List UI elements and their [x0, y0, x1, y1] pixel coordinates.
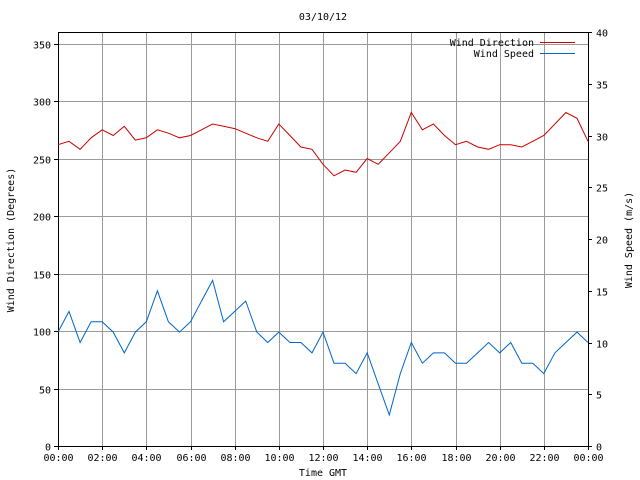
y-right-tick-label: 40	[596, 29, 608, 40]
x-tick-label: 14:00	[352, 453, 382, 464]
y-right-tick-label: 0	[596, 443, 602, 454]
x-tick-label: 18:00	[441, 453, 471, 464]
series-line-wind-speed	[57, 279, 589, 417]
x-tick-label: 00:00	[573, 453, 603, 464]
x-tick-label: 10:00	[264, 453, 294, 464]
y-axis-left: 0 50 100 150 200 250 300 350	[33, 41, 58, 454]
y-right-tick-label: 20	[596, 236, 608, 247]
chart-title: 03/10/12	[299, 12, 347, 23]
x-tick-label: 12:00	[308, 453, 338, 464]
legend-label-wind-speed: Wind Speed	[474, 49, 534, 60]
series-lines	[57, 111, 589, 417]
y-axis-right: 0 5 10 15 20 25 30 35 40	[588, 29, 608, 454]
y-left-tick-label: 50	[39, 386, 51, 397]
x-tick-label: 04:00	[131, 453, 161, 464]
legend-label-wind-direction: Wind Direction	[450, 38, 534, 49]
x-tick-label: 02:00	[87, 453, 117, 464]
y-right-tick-label: 35	[596, 81, 608, 92]
y-right-tick-label: 15	[596, 288, 608, 299]
x-tick-label: 00:00	[43, 453, 73, 464]
x-axis-label: Time GMT	[299, 468, 347, 479]
legend: Wind Direction Wind Speed	[450, 38, 575, 60]
y-left-tick-label: 150	[33, 271, 51, 282]
y-left-tick-label: 200	[33, 213, 51, 224]
y-right-tick-label: 30	[596, 133, 608, 144]
x-tick-label: 16:00	[396, 453, 426, 464]
y-left-tick-label: 300	[33, 98, 51, 109]
x-tick-label: 08:00	[220, 453, 250, 464]
grid	[58, 32, 588, 446]
x-tick-label: 06:00	[176, 453, 206, 464]
y-left-tick-label: 100	[33, 328, 51, 339]
x-tick-label: 20:00	[485, 453, 515, 464]
y-right-tick-label: 25	[596, 184, 608, 195]
y-left-tick-label: 350	[33, 41, 51, 52]
y-left-tick-label: 0	[45, 443, 51, 454]
series-line-wind-direction	[57, 111, 589, 177]
y-axis-right-label: Wind Speed (m/s)	[624, 192, 635, 288]
y-right-tick-label: 5	[596, 391, 602, 402]
y-left-tick-label: 250	[33, 156, 51, 167]
x-axis: 00:00 02:00 04:00 06:00 08:00 10:00 12:00 14:00…	[43, 446, 604, 464]
y-axis-left-label: Wind Direction (Degrees)	[6, 168, 17, 313]
y-right-tick-label: 10	[596, 340, 608, 351]
x-tick-label: 22:00	[529, 453, 559, 464]
